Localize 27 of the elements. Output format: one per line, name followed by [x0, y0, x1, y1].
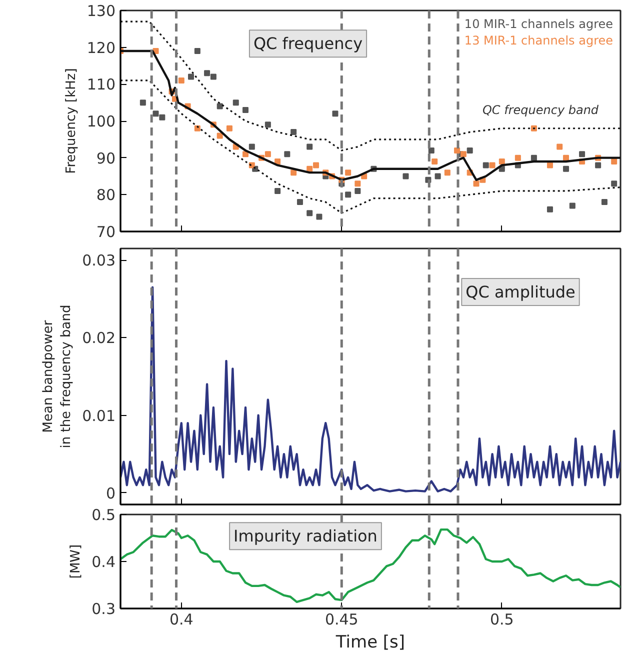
y-tick-label: 70	[96, 223, 116, 241]
y-tick-label: 0.5	[92, 506, 116, 524]
y-axis-title: Frequency [kHz]	[64, 68, 79, 174]
y-axis-title: Mean bandpower in the frequency band	[41, 304, 74, 448]
y-tick-label: 0	[106, 484, 116, 502]
y-tick-label: 130	[86, 2, 116, 20]
x-tick-label: 0.4	[169, 610, 194, 628]
y-tick-label: 120	[86, 38, 116, 57]
y-tick-label: 0.02	[82, 329, 116, 348]
annotation: QC frequency band	[482, 102, 599, 117]
y-axis-title: [MW]	[68, 544, 84, 579]
text: 10 MIR-1 channels agree	[464, 17, 614, 32]
x-tick-label: 0.45	[324, 610, 358, 628]
y-tick-label: 0.3	[92, 600, 116, 618]
y-tick-label: 0.03	[82, 252, 116, 270]
y-tick-label: 100	[86, 112, 116, 130]
text: 13 MIR-1 channels agree	[464, 34, 614, 48]
y-tick-label: 90	[96, 149, 116, 168]
y-tick-label: 0.01	[82, 406, 116, 425]
y-tick-label: 0.4	[92, 553, 116, 571]
text: Impurity radiation	[234, 526, 378, 546]
text: QC frequency	[253, 34, 363, 54]
text: QC amplitude	[466, 282, 576, 302]
y-tick-label: 110	[86, 76, 116, 94]
x-tick-label: 0.5	[490, 610, 514, 628]
x-axis-title: Time [s]	[334, 632, 406, 652]
y-tick-label: 80	[96, 186, 116, 204]
